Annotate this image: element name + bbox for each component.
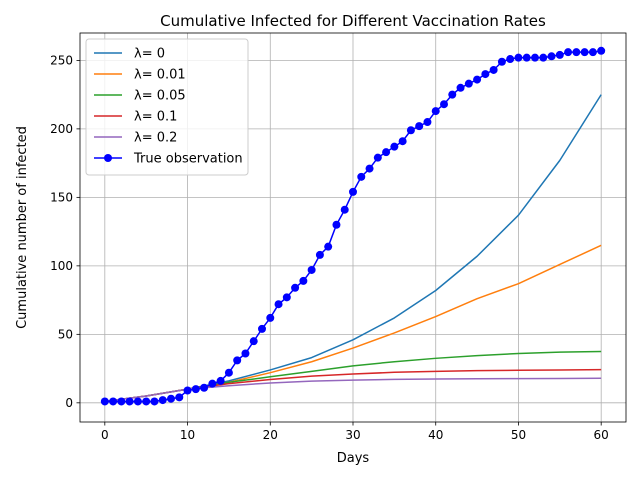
observation-point	[291, 283, 300, 292]
observation-point	[382, 148, 391, 157]
observation-point	[216, 376, 225, 385]
legend-label: λ= 0	[134, 47, 165, 62]
observation-point	[183, 386, 192, 395]
observation-point	[133, 397, 142, 406]
observation-point	[481, 70, 490, 79]
observation-point	[365, 164, 374, 173]
legend-label: λ= 0.2	[134, 131, 177, 146]
observation-point	[241, 349, 250, 358]
observation-point	[406, 126, 415, 135]
observation-point	[539, 53, 548, 62]
observation-point	[522, 53, 531, 62]
observation-point	[274, 300, 283, 309]
observation-point	[514, 53, 523, 62]
observation-point	[332, 220, 341, 229]
observation-point	[266, 313, 275, 322]
observation-point	[415, 122, 424, 131]
x-tick-label: 10	[180, 428, 195, 442]
observation-point	[167, 394, 175, 403]
observation-point	[150, 397, 159, 406]
legend-label: λ= 0.01	[134, 68, 186, 83]
observation-point	[324, 242, 333, 251]
observation-point	[588, 48, 597, 57]
legend-label: λ= 0.05	[134, 89, 186, 104]
legend: λ= 0 λ= 0.01 λ= 0.05 λ= 0.1 λ= 0.2 True obser…	[85, 38, 249, 176]
legend-label: λ= 0.1	[134, 110, 177, 125]
observation-point	[117, 397, 126, 406]
x-tick-label: 60	[594, 428, 609, 442]
y-tick-label: 0	[65, 396, 73, 410]
observation-point	[249, 337, 258, 346]
x-axis-label: Days	[337, 451, 370, 466]
observation-point	[440, 100, 448, 109]
observation-point	[464, 79, 473, 88]
observation-point	[125, 397, 134, 406]
observation-point	[142, 397, 151, 406]
observation-point	[489, 65, 498, 74]
axis-ticks: 0 10 20 30 40 50 60 0 50 100 150 200 250	[50, 53, 609, 442]
observation-point	[224, 368, 233, 377]
y-tick-label: 100	[50, 259, 73, 273]
observation-point	[100, 397, 109, 406]
observation-point	[373, 153, 382, 162]
observation-point	[597, 46, 606, 55]
observation-point	[506, 55, 515, 64]
observation-point	[200, 383, 209, 392]
observation-point	[233, 356, 242, 365]
observation-point	[299, 276, 308, 285]
observation-point	[315, 250, 324, 259]
observation-point	[191, 385, 200, 394]
x-tick-label: 50	[511, 428, 526, 442]
observation-point	[572, 48, 581, 57]
y-tick-label: 150	[50, 190, 73, 204]
observation-point	[158, 396, 167, 405]
y-axis-label: Cumulative number of infected	[15, 126, 30, 329]
observation-point	[390, 142, 399, 151]
observation-point	[282, 293, 291, 302]
observation-point	[349, 187, 357, 196]
observation-point	[580, 48, 589, 57]
observation-point	[340, 205, 349, 214]
observation-point	[258, 324, 266, 333]
observation-point	[307, 265, 316, 274]
x-tick-label: 40	[428, 428, 443, 442]
observation-point	[564, 48, 573, 57]
observation-point	[423, 118, 432, 127]
observation-point	[357, 172, 366, 181]
observation-point	[431, 107, 440, 116]
legend-label: True observation	[133, 152, 243, 167]
observation-point	[208, 379, 217, 388]
x-tick-label: 30	[345, 428, 360, 442]
x-tick-label: 20	[263, 428, 278, 442]
observation-point	[555, 50, 564, 59]
observation-point	[497, 57, 506, 66]
observation-point	[456, 83, 465, 92]
series-lines	[100, 46, 606, 406]
y-tick-label: 50	[58, 327, 73, 341]
legend-box	[85, 38, 249, 176]
observation-point	[473, 75, 482, 84]
observation-point	[109, 397, 118, 406]
observation-point	[547, 52, 556, 61]
observation-point	[448, 90, 457, 99]
chart-title: Cumulative Infected for Different Vaccin…	[160, 12, 546, 30]
x-tick-label: 0	[101, 428, 109, 442]
observation-point	[398, 137, 407, 146]
y-tick-label: 200	[50, 122, 73, 136]
legend-marker	[104, 154, 112, 162]
observation-point	[531, 53, 539, 62]
observation-point	[175, 393, 184, 402]
y-tick-label: 250	[50, 53, 73, 67]
